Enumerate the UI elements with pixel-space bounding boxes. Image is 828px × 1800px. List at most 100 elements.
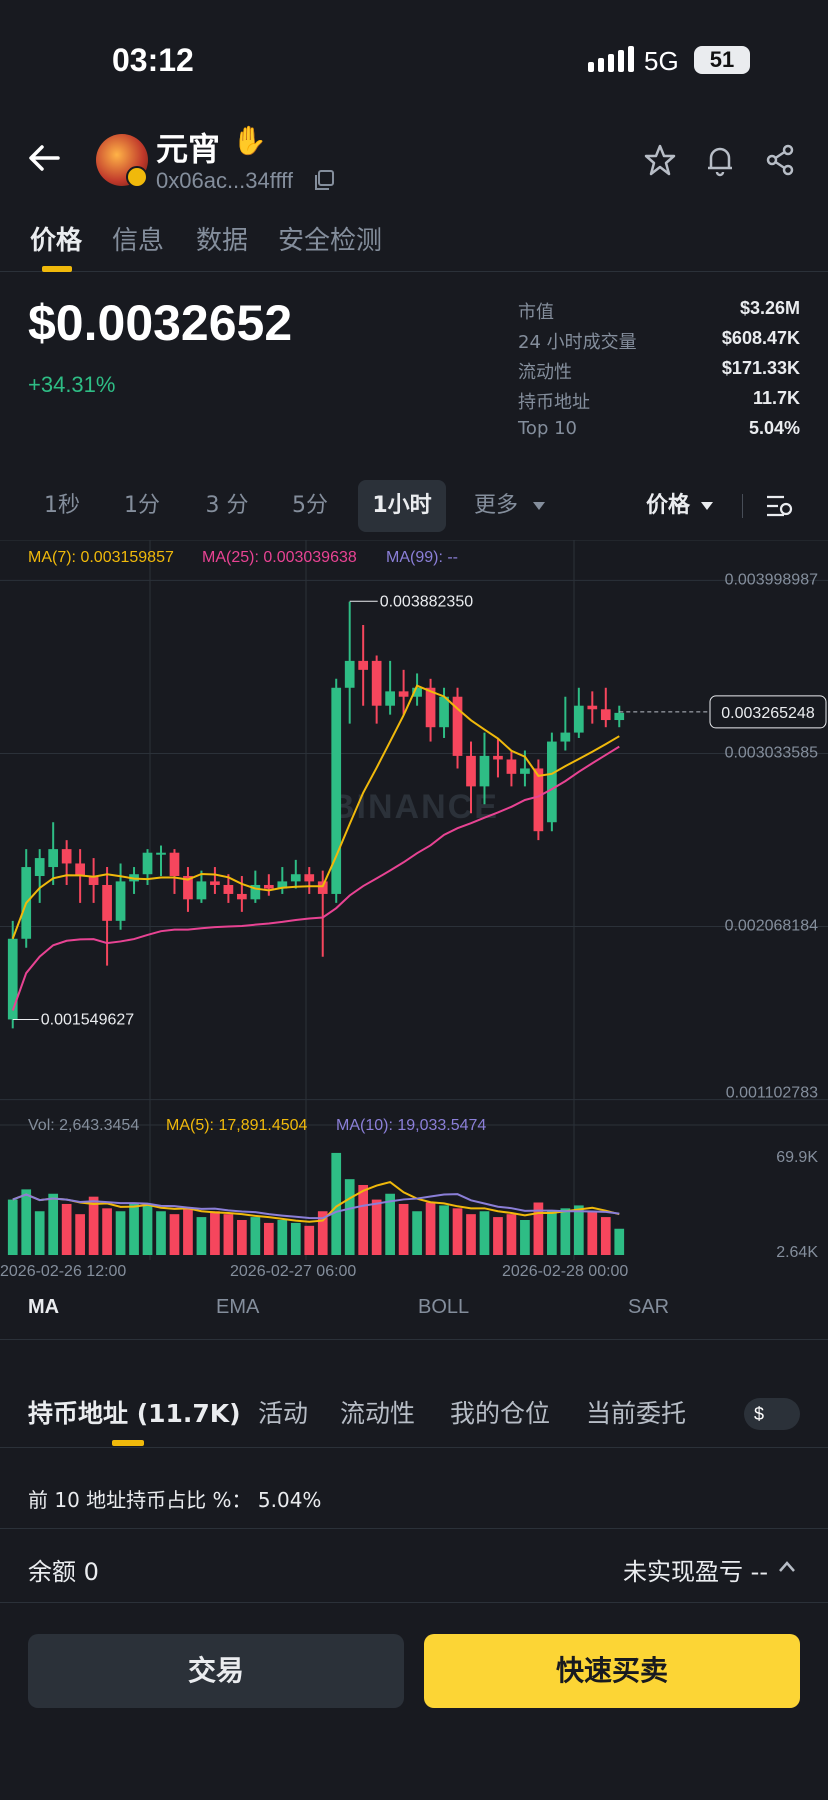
volume-bar bbox=[34, 1211, 45, 1255]
more-chevron-icon bbox=[533, 502, 545, 510]
bell-icon[interactable] bbox=[702, 142, 738, 178]
candle-body bbox=[600, 709, 611, 721]
candle-body bbox=[88, 876, 99, 885]
volume-bar bbox=[169, 1214, 180, 1255]
indicator-boll[interactable]: BOLL bbox=[418, 1296, 470, 1318]
indicator-ma[interactable]: MA bbox=[28, 1296, 60, 1318]
y-tick-label: 0.001102783 bbox=[726, 1085, 818, 1102]
ma25-legend: MA(25): 0.003039638 bbox=[202, 549, 357, 566]
main-tabs: 价格 信息 数据 安全检测 bbox=[0, 216, 828, 272]
quick-trade-button[interactable]: 快速买卖 bbox=[424, 1634, 800, 1708]
candle-body bbox=[34, 858, 45, 877]
signal-icon bbox=[588, 46, 634, 72]
ma99-legend: MA(99): -- bbox=[386, 549, 458, 566]
volume-bar bbox=[48, 1193, 59, 1255]
candle-body bbox=[237, 893, 247, 900]
star-icon[interactable] bbox=[642, 142, 678, 178]
ma25-line bbox=[11, 745, 620, 1011]
tab-activity[interactable]: 活动 bbox=[258, 1399, 309, 1428]
candle-body bbox=[277, 881, 288, 889]
volume-bar bbox=[102, 1208, 112, 1255]
y-tick-label: 0.003033585 bbox=[725, 744, 819, 761]
stat-row: 24 小时成交量 $608.47K bbox=[518, 328, 800, 353]
ma7-legend: MA(7): 0.003159857 bbox=[28, 549, 174, 566]
holder-tabs: 持币地址 (11.7K) 活动 流动性 我的仓位 当前委托 bbox=[0, 1388, 828, 1448]
binance-watermark: BINANCE bbox=[330, 788, 499, 826]
candle-body bbox=[466, 755, 476, 787]
stat-row: 持币地址 11.7K bbox=[518, 388, 800, 413]
tf-3m[interactable]: 3 分 bbox=[205, 493, 249, 518]
volume-bar bbox=[21, 1189, 32, 1255]
volume-bar bbox=[317, 1211, 328, 1255]
tab-liquidity[interactable]: 流动性 bbox=[340, 1399, 416, 1428]
tf-1h[interactable]: 1小时 bbox=[358, 480, 446, 532]
volume-bar bbox=[547, 1211, 557, 1255]
tab-my-position[interactable]: 我的仓位 bbox=[450, 1399, 551, 1428]
tf-divider bbox=[742, 494, 743, 518]
tf-1s[interactable]: 1秒 bbox=[44, 493, 80, 518]
volume-bar bbox=[331, 1152, 342, 1255]
trade-button[interactable]: 交易 bbox=[28, 1634, 404, 1708]
volume-ma5-line bbox=[12, 1180, 620, 1223]
tab-open-orders[interactable]: 当前委托 bbox=[586, 1399, 687, 1428]
candle-body bbox=[358, 660, 369, 670]
current-price-label: 0.003265248 bbox=[721, 705, 815, 722]
unrealized-pnl: 未实现盈亏 -- bbox=[623, 1558, 768, 1586]
candle-body bbox=[439, 696, 449, 728]
token-name: 元宵 bbox=[156, 130, 221, 168]
current-price-tag bbox=[709, 695, 827, 729]
candle-body bbox=[304, 874, 315, 882]
tab-data[interactable]: 数据 bbox=[196, 226, 249, 256]
candle-body bbox=[263, 884, 274, 889]
indicator-tabs: MA EMA BOLL SAR bbox=[0, 1290, 828, 1340]
status-time: 03:12 bbox=[112, 42, 194, 78]
volume-bar bbox=[479, 1211, 490, 1255]
price-chart[interactable]: 0.003998987 0.003033585 0.002068184 0.00110… bbox=[0, 540, 828, 1285]
tab-security[interactable]: 安全检测 bbox=[278, 226, 383, 256]
top10-holding-ratio: 前 10 地址持币占比 %： 5.04% bbox=[28, 1488, 322, 1512]
divider bbox=[0, 1602, 828, 1603]
candle-body bbox=[371, 660, 382, 706]
candle-body bbox=[48, 849, 59, 868]
tf-1m[interactable]: 1分 bbox=[124, 493, 160, 518]
volume-bar bbox=[344, 1179, 355, 1255]
candle-body bbox=[385, 691, 395, 706]
tf-5m[interactable]: 5分 bbox=[292, 493, 328, 518]
volume-tick-label: 69.9K bbox=[776, 1149, 818, 1166]
back-arrow-icon[interactable] bbox=[24, 138, 64, 178]
stat-row: 流动性 $171.33K bbox=[518, 358, 800, 383]
indicator-sar[interactable]: SAR bbox=[628, 1296, 670, 1318]
volume-bar bbox=[277, 1220, 288, 1255]
battery-icon: 51 bbox=[694, 46, 750, 74]
volume-bar bbox=[61, 1203, 72, 1255]
chevron-up-icon[interactable] bbox=[776, 1556, 798, 1578]
indicator-ema[interactable]: EMA bbox=[216, 1296, 260, 1318]
volume-bar bbox=[237, 1220, 247, 1255]
volume-bar bbox=[290, 1222, 301, 1255]
chart-settings-icon[interactable] bbox=[764, 492, 794, 520]
candle-body bbox=[183, 876, 193, 900]
y-tick-label: 0.002068184 bbox=[725, 918, 819, 935]
subtab-indicator bbox=[112, 1440, 144, 1446]
tab-holders[interactable]: 持币地址 (11.7K) bbox=[28, 1399, 241, 1428]
copy-icon[interactable] bbox=[312, 168, 336, 192]
candle-body bbox=[7, 938, 18, 1020]
tab-info[interactable]: 信息 bbox=[112, 226, 165, 256]
volume-ma5-legend: MA(5): 17,891.4504 bbox=[166, 1117, 308, 1134]
candle-body bbox=[547, 741, 557, 823]
candle-body bbox=[331, 687, 342, 894]
volume-bar bbox=[196, 1217, 207, 1255]
ma7-line bbox=[11, 684, 620, 940]
current-price: $0.0032652 bbox=[28, 295, 293, 351]
candle-body bbox=[560, 732, 571, 742]
volume-bar bbox=[560, 1208, 571, 1255]
candle-body bbox=[614, 712, 625, 721]
share-icon[interactable] bbox=[762, 142, 798, 178]
volume-bar bbox=[371, 1199, 382, 1255]
price-selector[interactable]: 价格 bbox=[645, 493, 690, 518]
candle-body bbox=[102, 884, 112, 921]
volume-bar bbox=[129, 1202, 139, 1255]
tf-more[interactable]: 更多 bbox=[473, 493, 518, 518]
tab-price[interactable]: 价格 bbox=[30, 226, 83, 256]
currency-toggle[interactable]: $ bbox=[744, 1398, 800, 1430]
